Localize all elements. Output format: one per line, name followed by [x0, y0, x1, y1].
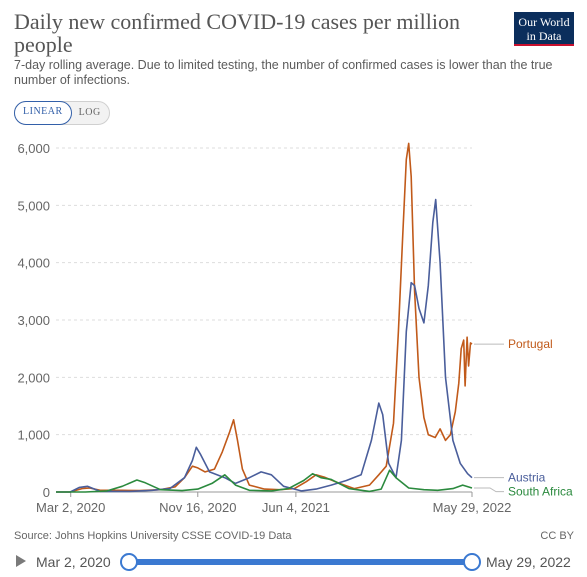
y-tick-label: 1,000: [17, 428, 50, 443]
license-link[interactable]: CC BY: [540, 530, 574, 542]
timeline-track[interactable]: [128, 559, 472, 565]
y-tick-label: 5,000: [17, 198, 50, 213]
label-connector: [474, 487, 504, 493]
x-tick-label: Mar 2, 2020: [36, 500, 105, 515]
log-scale-button[interactable]: LOG: [78, 107, 101, 118]
legend-label[interactable]: South Africa: [508, 485, 573, 499]
series-line-austria[interactable]: [56, 198, 473, 493]
y-tick-label: 4,000: [17, 256, 50, 271]
chart-title: Daily new confirmed COVID-19 cases per m…: [14, 9, 460, 57]
owid-logo[interactable]: Our World in Data: [514, 12, 574, 46]
y-tick-label: 0: [43, 485, 50, 500]
scale-toggle: LINEAR LOG: [14, 101, 110, 125]
chart-subtitle: 7-day rolling average. Due to limited te…: [14, 58, 553, 87]
timeline-start-label: Mar 2, 2020: [36, 554, 111, 570]
series-line-south-africa[interactable]: [56, 469, 473, 493]
legend-label[interactable]: Austria: [508, 471, 546, 485]
line-chart: 0 1,000 2,000 3,000 4,000 5,000 6,000 Mar 2, 2…: [17, 141, 573, 515]
y-tick-label: 6,000: [17, 141, 50, 156]
timeline-end-label: May 29, 2022: [486, 554, 571, 570]
timeline-end-handle[interactable]: [463, 553, 481, 571]
logo-line-1: Our World: [518, 15, 570, 29]
x-tick-label: Jun 4, 2021: [262, 500, 330, 515]
play-icon[interactable]: [16, 555, 26, 567]
y-tick-label: 2,000: [17, 370, 50, 385]
logo-line-2: in Data: [514, 29, 574, 46]
y-tick-label: 3,000: [17, 313, 50, 328]
source-note: Source: Johns Hopkins University CSSE CO…: [14, 530, 292, 542]
x-tick-label: Nov 16, 2020: [159, 500, 236, 515]
timeline-start-handle[interactable]: [120, 553, 138, 571]
series-line-portugal[interactable]: [56, 142, 473, 493]
timeline: Mar 2, 2020 May 29, 2022: [0, 548, 587, 574]
linear-scale-button[interactable]: LINEAR: [14, 101, 72, 125]
legend-label[interactable]: Portugal: [508, 337, 553, 351]
x-tick-label: May 29, 2022: [433, 500, 512, 515]
